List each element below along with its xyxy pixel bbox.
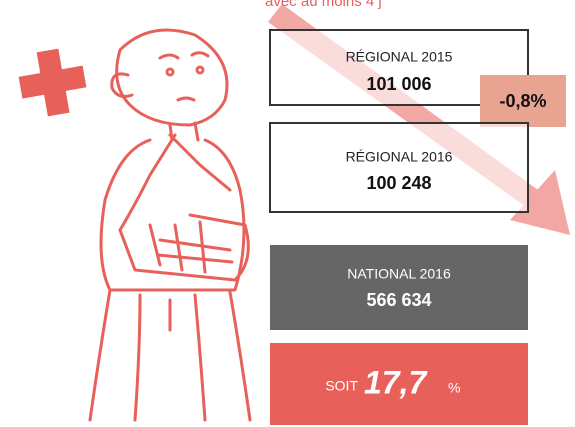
national-2016-label: NATIONAL 2016 [347, 266, 451, 282]
cross-icon [19, 49, 87, 117]
national-2016-value: 566 634 [366, 290, 431, 310]
injured-man-drawing [90, 30, 250, 420]
share-value: 17,7 [364, 364, 428, 400]
regional-2016-label: RÉGIONAL 2016 [346, 149, 453, 165]
share-unit: % [448, 380, 460, 396]
infographic: avec au moins 4 j RÉGIONAL 2015 101 006 … [0, 0, 575, 427]
share-prefix: SOIT [325, 378, 358, 394]
regional-2016-box [270, 123, 528, 212]
change-value: -0,8% [499, 91, 546, 111]
national-2016-box [270, 245, 528, 330]
regional-2015-label: RÉGIONAL 2015 [346, 49, 453, 65]
regional-2016-value: 100 248 [366, 173, 431, 193]
regional-2015-value: 101 006 [366, 74, 431, 94]
